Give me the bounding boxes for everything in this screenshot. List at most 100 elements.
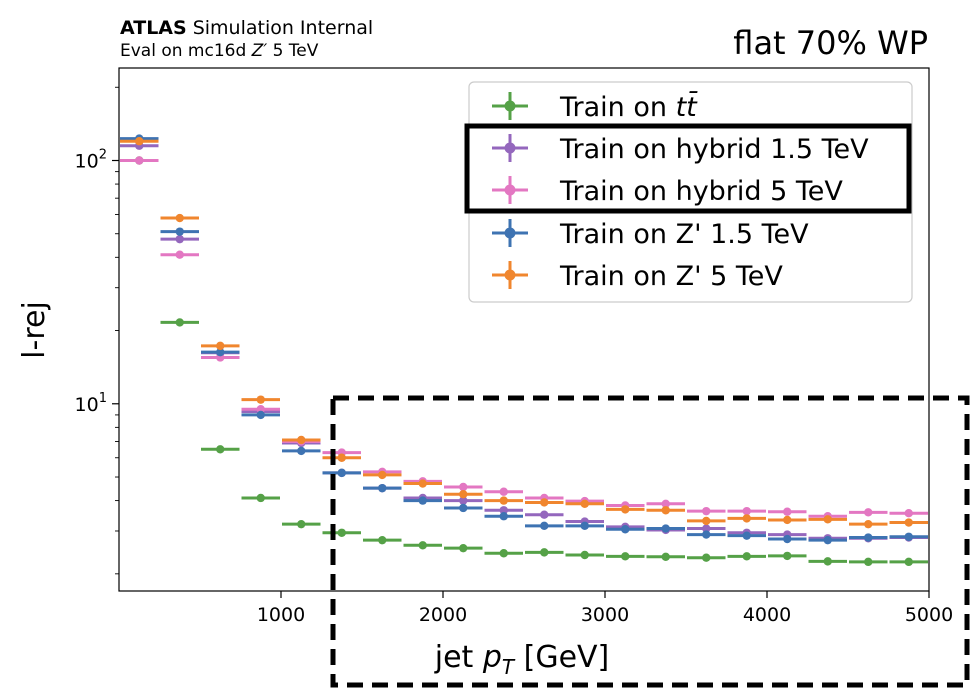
data-point [175,318,184,327]
data-point [499,496,508,505]
data-point [256,493,265,503]
legend-marker-dot [504,227,516,239]
data-point [135,156,144,165]
data-point [904,509,913,518]
data-point [580,499,589,509]
data-point [337,528,346,537]
data-point [378,483,387,493]
data-point [904,532,913,541]
data-point [742,531,751,540]
data-point [823,557,832,566]
data-point [823,535,832,545]
legend-entry: Train on Z' 5 TeV [492,261,783,292]
legend-marker-dot [504,142,516,154]
data-point [904,557,913,567]
eval-label: Eval on mc16d Z′ 5 TeV [120,41,319,61]
x-axis-label: jet pT [GeV] [434,640,610,679]
legend-label: Train on tt̄ [559,91,699,123]
data-point [256,395,265,404]
data-point [783,515,792,525]
data-point [216,341,225,351]
data-point [783,534,792,544]
y-tick-label: 101 [75,391,107,416]
series-4 [120,137,928,529]
data-point [540,521,549,531]
legend-entry: Train on hybrid 1.5 TeV [492,134,869,165]
series-3 [120,134,928,545]
legend-label: Train on Z' 1.5 TeV [559,219,809,250]
data-point [580,521,589,531]
data-point [297,519,306,529]
data-point [540,510,549,519]
x-tick-label: 2000 [419,604,467,626]
data-point [499,549,508,558]
data-point [580,550,589,560]
data-point [418,479,427,488]
legend: Train on tt̄ Train on hybrid 1.5 TeV Train… [492,91,869,292]
data-point [459,503,468,513]
data-point [661,524,670,533]
y-axis-label: l-rej [17,301,52,359]
data-point [418,496,427,505]
hybrid-highlight-box [464,123,912,214]
data-point [337,453,346,462]
legend-label: Train on hybrid 1.5 TeV [559,134,869,165]
data-point [783,551,792,561]
data-point [175,234,184,244]
data-point [864,508,873,517]
x-axis-label-var: p [482,640,502,675]
data-point [216,445,225,454]
data-point [378,470,387,480]
data-point [702,530,711,539]
data-series [120,134,928,567]
x-tick-label: 3000 [581,604,629,626]
atlas-status: Simulation Internal [193,17,373,39]
plot-frame [118,67,930,592]
data-point [783,507,792,516]
data-point [499,506,508,515]
data-point [904,518,913,527]
data-point [499,512,508,521]
x-tick-label: 4000 [743,604,791,626]
data-point [661,506,670,515]
y-tick-label: 102 [75,147,107,172]
data-point [540,548,549,557]
data-point [864,557,873,567]
eval-suffix: 5 TeV [267,41,319,61]
data-point [135,137,144,146]
data-point [742,552,751,561]
legend-entry: Train on hybrid 5 TeV [492,176,843,207]
data-point [661,499,670,509]
data-point [459,489,468,499]
legend-entry: Train on tt̄ [492,91,699,123]
data-point [459,543,468,553]
x-axis: 1000 2000 3000 4000 5000 [257,591,953,626]
series-0 [120,156,928,567]
legend-label: Train on hybrid 5 TeV [559,176,843,207]
working-point-title: flat 70% WP [733,24,928,62]
data-point [459,482,468,492]
data-point [540,498,549,507]
data-point [418,541,427,550]
data-point [297,446,306,456]
data-point [256,410,265,420]
high-pt-highlight-box [330,395,970,688]
data-point [297,435,306,445]
x-tick-label: 5000 [905,604,953,626]
data-point [742,514,751,523]
x-axis-label-sub: T [502,655,516,679]
legend-entry: Train on Z' 1.5 TeV [492,219,809,250]
data-point [621,525,630,534]
legend-marker-dot [504,269,516,281]
atlas-experiment: ATLAS [120,17,187,39]
data-point [864,533,873,542]
legend-marker-dot [504,100,516,112]
legend-label: Train on Z' 5 TeV [559,261,783,292]
x-axis-label-text: jet [434,640,483,675]
data-point [459,496,468,505]
y-axis: 101 102 [75,86,119,575]
data-point [621,552,630,561]
data-point [661,552,670,561]
data-point [742,506,751,516]
